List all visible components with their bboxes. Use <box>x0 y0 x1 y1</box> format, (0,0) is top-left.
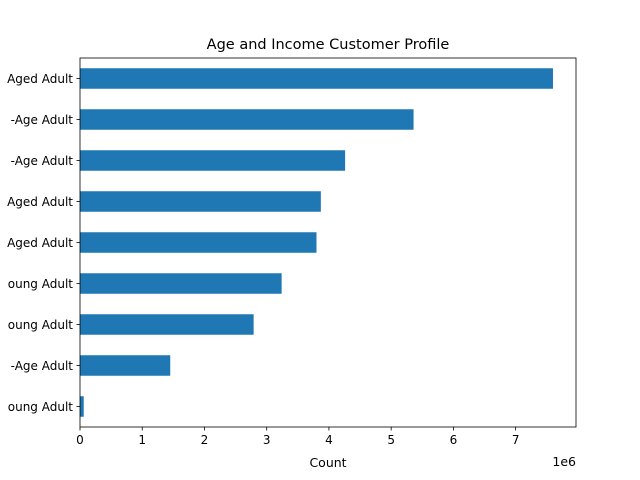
x-tick-label-2: 2 <box>201 433 209 447</box>
bar-2 <box>80 314 254 335</box>
y-tick-label-8: Aged Adult <box>7 72 73 86</box>
bar-1 <box>80 355 171 376</box>
bar-0 <box>80 396 84 417</box>
y-tick-label-3: oung Adult <box>8 277 74 291</box>
chart-title: Age and Income Customer Profile <box>207 37 450 53</box>
bar-8 <box>80 68 553 89</box>
bar-7 <box>80 109 414 130</box>
bar-6 <box>80 150 346 171</box>
x-tick-label-6: 6 <box>450 433 458 447</box>
x-tick-label-4: 4 <box>325 433 333 447</box>
y-tick-label-5: Aged Adult <box>7 195 73 209</box>
x-axis-scale-label: 1e6 <box>552 454 576 469</box>
bars-group <box>80 68 553 417</box>
axes-spines <box>79 57 577 428</box>
y-tick-label-4: Aged Adult <box>7 236 73 250</box>
bar-3 <box>80 273 282 294</box>
y-tick-label-1: -Age Adult <box>11 359 74 373</box>
x-ticks-group: 0 1 2 3 4 5 6 7 <box>76 427 519 447</box>
y-tick-label-7: -Age Adult <box>11 113 74 127</box>
y-tick-label-6: -Age Adult <box>11 154 74 168</box>
y-tick-label-2: oung Adult <box>8 318 74 332</box>
y-ticks-group: oung Adult -Age Adult oung Adult oung Adult… <box>7 72 80 414</box>
plot-frame <box>79 57 577 428</box>
x-tick-label-7: 7 <box>512 433 520 447</box>
bar-5 <box>80 191 321 212</box>
x-axis-label: Count <box>309 455 346 470</box>
x-tick-label-5: 5 <box>387 433 395 447</box>
bar-4 <box>80 232 317 253</box>
x-tick-label-1: 1 <box>138 433 146 447</box>
x-tick-label-0: 0 <box>76 433 84 447</box>
x-tick-label-3: 3 <box>263 433 271 447</box>
y-tick-label-0: oung Adult <box>8 400 74 414</box>
